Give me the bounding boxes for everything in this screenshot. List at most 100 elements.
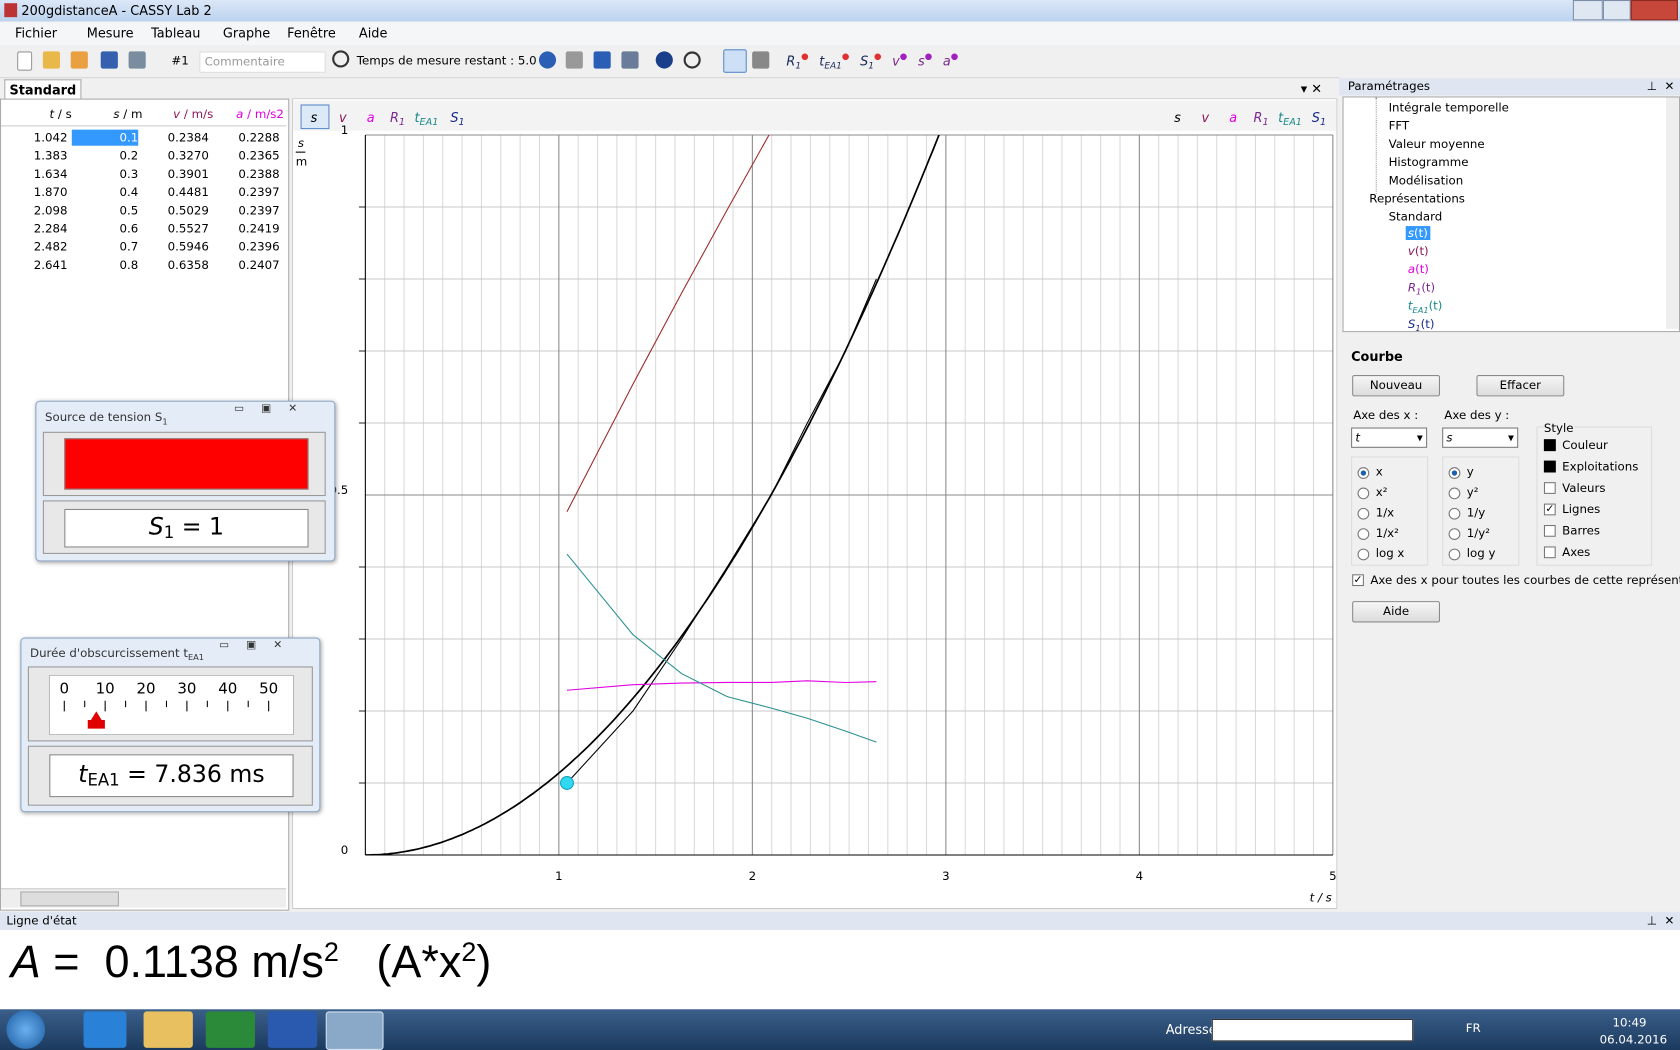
table-cell[interactable]: 0.2396 [238, 240, 280, 254]
table-cell[interactable]: 0.4481 [167, 185, 209, 200]
table-cell[interactable]: 0.2407 [238, 258, 280, 273]
table-cell[interactable]: 0.2384 [167, 130, 209, 145]
quantity-button[interactable]: tEA1● [819, 51, 849, 70]
tree-item[interactable]: Représentations [1369, 191, 1465, 206]
table-cell[interactable]: 0.2 [119, 148, 139, 163]
menu-item[interactable]: Fenêtre [287, 25, 336, 41]
explorer-button[interactable] [143, 1011, 193, 1048]
curve-item[interactable]: a(t) [1406, 263, 1431, 277]
panel-controls[interactable]: ⊥ ✕ [1646, 79, 1675, 94]
tree-item[interactable]: Standard [1388, 210, 1443, 224]
start-button[interactable] [6, 1010, 46, 1049]
tab-menu[interactable]: ▾ ✕ [1300, 81, 1323, 97]
radio-button[interactable] [1357, 487, 1370, 500]
table-cell[interactable]: 2.098 [33, 203, 68, 218]
table-cell[interactable]: 0.5029 [167, 203, 209, 218]
table-cell[interactable]: 0.2419 [238, 221, 280, 236]
radio-button[interactable] [1357, 507, 1370, 520]
table-cell[interactable]: 0.4 [119, 185, 139, 200]
language[interactable]: FR [1465, 1021, 1481, 1036]
table-cell[interactable]: 2.482 [33, 240, 68, 254]
window-controls[interactable]: ▭ ▣ ✕ [227, 402, 298, 415]
checkbox[interactable]: ✓ [1543, 503, 1556, 516]
table-cell[interactable]: 0.2388 [238, 167, 280, 182]
table-cell[interactable]: 0.6358 [167, 258, 209, 273]
table-cell[interactable]: 0.3901 [167, 167, 209, 182]
help-icon[interactable] [655, 51, 673, 69]
quantity-button[interactable]: R1● [786, 51, 808, 70]
new-button[interactable]: Nouveau [1352, 375, 1441, 397]
radio-button[interactable] [1448, 487, 1461, 500]
cassy-button[interactable] [325, 1011, 384, 1050]
table-cell[interactable]: 0.8 [119, 258, 139, 273]
curve-item[interactable]: tEA1(t) [1406, 299, 1445, 315]
table-cell[interactable]: 0.2397 [238, 185, 280, 200]
radio-button[interactable] [1448, 528, 1461, 541]
display-icon[interactable] [621, 51, 639, 69]
layout-icon[interactable] [723, 49, 747, 73]
menu-item[interactable]: Graphe [222, 25, 271, 41]
table-cell[interactable]: 2.284 [33, 221, 68, 236]
erase-button[interactable]: Effacer [1476, 375, 1565, 397]
menu-item[interactable]: Fichier [15, 25, 58, 41]
checkbox[interactable] [1543, 460, 1556, 473]
help-button[interactable]: Aide [1352, 601, 1441, 623]
bluetooth-icon[interactable] [538, 51, 557, 69]
scrollbar[interactable] [1666, 97, 1679, 329]
settings-icon[interactable] [593, 51, 611, 69]
radio-button[interactable] [1357, 467, 1370, 479]
quantity-button[interactable]: S1● [860, 51, 881, 70]
quantity-button[interactable]: s● [918, 51, 932, 68]
measurement-select[interactable]: #1 [171, 53, 189, 68]
table-cell[interactable]: 1.042 [33, 130, 68, 145]
tree-item[interactable]: Intégrale temporelle [1388, 100, 1509, 115]
radio-button[interactable] [1448, 467, 1461, 479]
tab[interactable]: Standard [4, 79, 82, 100]
panel-controls[interactable]: ⊥ ✕ [1646, 913, 1675, 928]
menu-item[interactable]: Mesure [86, 25, 134, 41]
checkbox[interactable]: ✓ [1352, 574, 1364, 587]
layout2-icon[interactable] [752, 51, 770, 69]
print-icon[interactable] [128, 51, 146, 69]
radio-button[interactable] [1448, 548, 1461, 561]
new-icon[interactable] [17, 51, 33, 71]
table-cell[interactable]: 0.5946 [167, 240, 209, 254]
table-cell[interactable]: 1.870 [33, 185, 68, 200]
ld-icon[interactable] [683, 51, 701, 69]
open-example-icon[interactable] [70, 51, 88, 69]
quantity-button[interactable]: a● [943, 51, 958, 68]
checkbox[interactable] [1543, 546, 1556, 559]
curve-item[interactable]: v(t) [1406, 244, 1431, 258]
scrollbar[interactable] [1, 888, 287, 908]
maximize-button[interactable] [1602, 0, 1631, 21]
word-button[interactable] [267, 1011, 318, 1048]
table-cell[interactable]: 0.2288 [238, 130, 280, 145]
minimize-button[interactable] [1572, 0, 1603, 21]
table-cell[interactable]: 1.383 [33, 148, 68, 163]
tree-item[interactable]: FFT [1388, 118, 1410, 133]
table-cell[interactable]: 0.5527 [167, 221, 209, 236]
tree-item[interactable]: Histogramme [1388, 155, 1469, 170]
curve-item[interactable]: R1(t) [1406, 281, 1438, 297]
tree-item[interactable]: Valeur moyenne [1388, 137, 1485, 152]
open-icon[interactable] [42, 51, 61, 69]
table-cell[interactable]: 1.634 [33, 167, 68, 182]
table-cell[interactable]: 0.1 [71, 129, 139, 146]
table-cell[interactable]: 0.2365 [238, 148, 280, 163]
excel-button[interactable] [205, 1011, 256, 1048]
table-icon[interactable] [565, 51, 583, 69]
curve-item[interactable]: S1(t) [1406, 317, 1437, 333]
radio-button[interactable] [1357, 548, 1370, 561]
checkbox[interactable] [1543, 482, 1556, 494]
menu-item[interactable]: Aide [358, 25, 388, 41]
checkbox[interactable] [1543, 439, 1556, 452]
close-button[interactable] [1630, 0, 1678, 21]
curve-item[interactable]: s(t) [1405, 226, 1430, 241]
table-cell[interactable]: 0.3 [119, 167, 139, 182]
table-cell[interactable]: 0.2397 [238, 203, 280, 218]
window-controls[interactable]: ▭ ▣ ✕ [212, 639, 283, 652]
quantity-button[interactable]: v● [892, 51, 907, 68]
checkbox[interactable] [1543, 525, 1556, 537]
ie-button[interactable] [83, 1011, 127, 1048]
table-cell[interactable]: 0.5 [119, 203, 139, 218]
